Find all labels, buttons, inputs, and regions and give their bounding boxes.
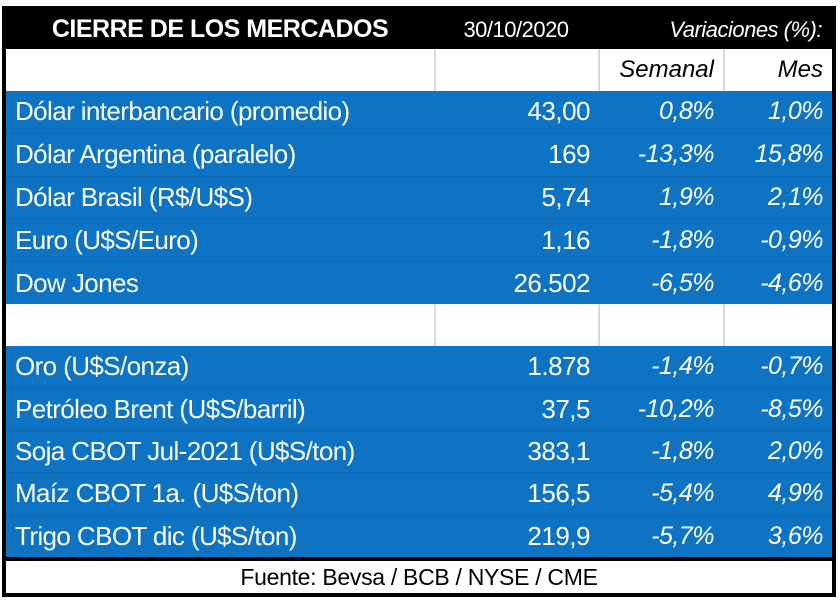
- row-mes-pct: -0,7%: [760, 352, 823, 381]
- row-label: Dólar interbancario (promedio): [15, 96, 350, 127]
- row-label: Soja CBOT Jul-2021 (U$S/ton): [15, 436, 355, 467]
- row-mes-pct: -0,9%: [760, 225, 823, 254]
- row-semanal-pct: -10,2%: [637, 394, 715, 423]
- row-value: 383,1: [527, 436, 590, 467]
- row-value: 156,5: [527, 478, 590, 509]
- report-date: 30/10/2020: [463, 16, 569, 42]
- table-row: Dow Jones 26.502 -6,5% -4,6%: [6, 261, 832, 304]
- table-row: Petróleo Brent (U$S/barril) 37,5 -10,2% …: [6, 387, 832, 430]
- row-semanal-pct: 0,8%: [659, 97, 714, 126]
- row-semanal-pct: 1,9%: [659, 182, 714, 211]
- market-close-table: CIERRE DE LOS MERCADOS 30/10/2020 Variac…: [2, 6, 836, 597]
- table-row: Dólar interbancario (promedio) 43,00 0,8…: [6, 91, 832, 133]
- currencies-indices-section: Dólar interbancario (promedio) 43,00 0,8…: [6, 91, 832, 304]
- row-mes-pct: 3,6%: [768, 521, 823, 550]
- row-label: Dólar Argentina (paralelo): [15, 139, 296, 170]
- row-mes-pct: 1,0%: [768, 97, 823, 126]
- row-label: Oro (U$S/onza): [15, 351, 189, 382]
- table-row: Maíz CBOT 1a. (U$S/ton) 156,5 -5,4% 4,9%: [6, 472, 832, 515]
- row-value: 26.502: [513, 267, 590, 298]
- row-label: Petróleo Brent (U$S/barril): [15, 393, 306, 424]
- row-semanal-pct: -5,4%: [651, 479, 714, 508]
- table-title: CIERRE DE LOS MERCADOS: [51, 15, 389, 43]
- table-row: Oro (U$S/onza) 1.878 -1,4% -0,7%: [6, 346, 832, 388]
- row-value: 1,16: [541, 224, 590, 255]
- row-semanal-pct: -1,4%: [651, 352, 714, 381]
- row-label: Dólar Brasil (R$/U$S): [15, 181, 253, 212]
- column-header-empty-value: [434, 49, 598, 91]
- row-mes-pct: 4,9%: [768, 479, 823, 508]
- row-semanal-pct: -5,7%: [651, 521, 714, 550]
- table-row: Trigo CBOT dic (U$S/ton) 219,9 -5,7% 3,6…: [6, 514, 832, 558]
- row-mes-pct: -4,6%: [760, 268, 823, 297]
- row-semanal-pct: -1,8%: [651, 437, 714, 466]
- table-row: Soja CBOT Jul-2021 (U$S/ton) 383,1 -1,8%…: [6, 429, 832, 473]
- commodities-section: Oro (U$S/onza) 1.878 -1,4% -0,7% Petróle…: [6, 346, 832, 558]
- row-label: Trigo CBOT dic (U$S/ton): [15, 520, 297, 551]
- row-value: 219,9: [527, 520, 590, 551]
- row-semanal-pct: -13,3%: [637, 140, 715, 169]
- row-label: Euro (U$S/Euro): [15, 224, 199, 255]
- separator-cell: [598, 304, 723, 346]
- column-header-mes: Mes: [723, 49, 832, 91]
- variations-label: Variaciones (%):: [669, 16, 822, 42]
- separator-cell: [6, 304, 434, 346]
- table-row: Dólar Brasil (R$/U$S) 5,74 1,9% 2,1%: [6, 175, 832, 219]
- row-label: Maíz CBOT 1a. (U$S/ton): [15, 478, 299, 509]
- source-footer: Fuente: Bevsa / BCB / NYSE / CME: [6, 557, 832, 593]
- column-header-semanal: Semanal: [598, 49, 723, 91]
- separator-cell: [723, 304, 832, 346]
- row-mes-pct: 2,1%: [768, 182, 823, 211]
- row-mes-pct: 15,8%: [754, 140, 824, 169]
- row-value: 5,74: [541, 181, 590, 212]
- row-value: 43,00: [527, 96, 590, 127]
- row-value: 169: [548, 139, 590, 170]
- row-mes-pct: -8,5%: [760, 394, 823, 423]
- column-header-empty-label: [6, 49, 434, 91]
- separator-cell: [434, 304, 598, 346]
- title-bar: CIERRE DE LOS MERCADOS 30/10/2020 Variac…: [6, 10, 832, 49]
- row-value: 37,5: [541, 393, 590, 424]
- row-semanal-pct: -6,5%: [651, 268, 714, 297]
- row-semanal-pct: -1,8%: [651, 225, 714, 254]
- table-row: Dólar Argentina (paralelo) 169 -13,3% 15…: [6, 132, 832, 176]
- row-value: 1.878: [527, 351, 590, 382]
- column-header-row: Semanal Mes: [6, 49, 832, 91]
- table-row: Euro (U$S/Euro) 1,16 -1,8% -0,9%: [6, 218, 832, 262]
- section-separator-row: [6, 304, 832, 346]
- row-label: Dow Jones: [15, 267, 139, 298]
- row-mes-pct: 2,0%: [768, 437, 823, 466]
